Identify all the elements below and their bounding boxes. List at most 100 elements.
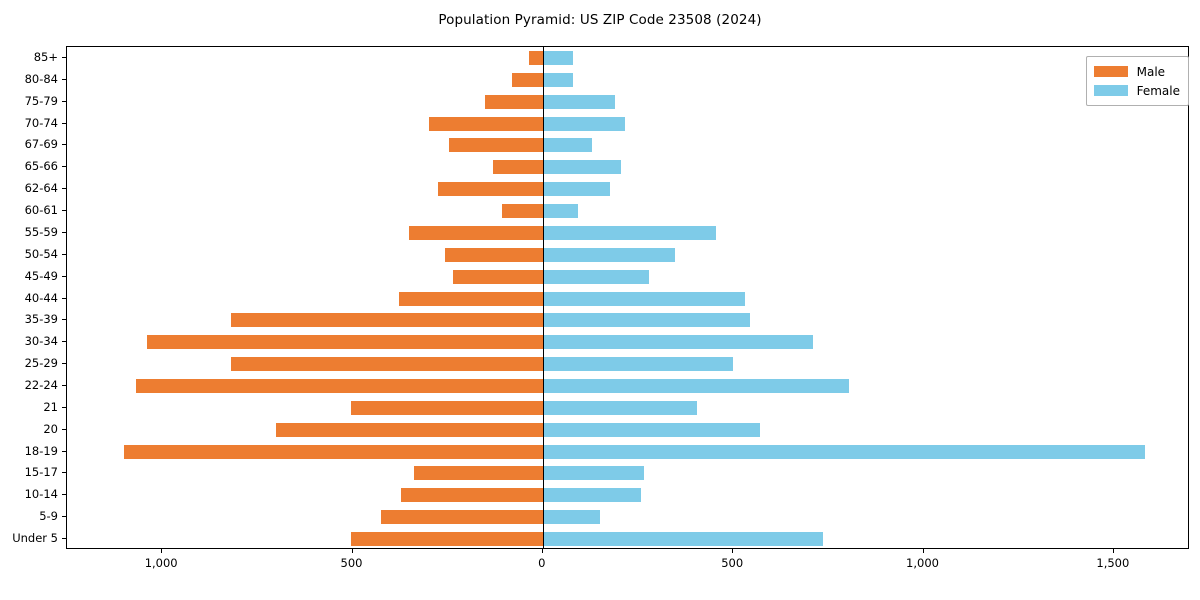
y-axis-tick-mark	[62, 516, 66, 518]
bar-male[interactable]	[512, 72, 543, 87]
bar-female[interactable]	[542, 160, 621, 175]
bar-row	[67, 400, 1188, 415]
y-axis-tick-mark	[62, 253, 66, 255]
y-axis-tick-label: 60-61	[24, 203, 58, 218]
y-axis-tick-label: 62-64	[24, 181, 58, 196]
x-axis-tick-mark	[1112, 549, 1114, 553]
bar-female[interactable]	[542, 313, 751, 328]
bar-female[interactable]	[542, 269, 650, 284]
y-axis-tick-label: 85+	[33, 49, 58, 64]
bar-female[interactable]	[542, 335, 814, 350]
y-axis-tick-label: 20	[43, 421, 58, 436]
bar-male[interactable]	[230, 313, 543, 328]
bar-male[interactable]	[437, 182, 543, 197]
y-axis-tick-mark	[62, 166, 66, 168]
bar-male[interactable]	[444, 247, 543, 262]
x-axis-tick-label: 1,000	[906, 556, 939, 570]
bar-male[interactable]	[398, 291, 543, 306]
bar-female[interactable]	[542, 116, 625, 131]
bar-row	[67, 488, 1188, 503]
bar-female[interactable]	[542, 466, 644, 481]
y-axis-tick-label: 10-14	[24, 487, 58, 502]
y-axis-tick-mark	[62, 188, 66, 190]
bar-male[interactable]	[428, 116, 543, 131]
bar-male[interactable]	[528, 50, 543, 65]
bar-row	[67, 204, 1188, 219]
y-axis-tick-label: 18-19	[24, 443, 58, 458]
bar-male[interactable]	[414, 466, 543, 481]
bar-row	[67, 94, 1188, 109]
bar-male[interactable]	[124, 444, 543, 459]
x-axis-tick-label: 1,500	[1096, 556, 1130, 570]
y-axis-tick-label: 65-66	[24, 159, 58, 174]
y-axis-tick-mark	[62, 231, 66, 233]
bar-row	[67, 182, 1188, 197]
y-axis-tick-mark	[62, 275, 66, 277]
bar-female[interactable]	[542, 357, 734, 372]
y-axis-tick-mark	[62, 56, 66, 58]
bar-female[interactable]	[542, 247, 676, 262]
bar-row	[67, 160, 1188, 175]
bar-female[interactable]	[542, 94, 616, 109]
bar-male[interactable]	[484, 94, 543, 109]
bar-male[interactable]	[381, 510, 543, 525]
x-axis-tick-label: 500	[340, 556, 363, 570]
legend-swatch-icon	[1093, 66, 1128, 77]
bar-female[interactable]	[542, 138, 592, 153]
bar-female[interactable]	[542, 400, 698, 415]
bar-row	[67, 269, 1188, 284]
y-axis-tick-mark	[62, 210, 66, 212]
bar-male[interactable]	[492, 160, 543, 175]
bar-male[interactable]	[452, 269, 543, 284]
bar-male[interactable]	[350, 532, 543, 547]
y-axis-tick-mark	[62, 100, 66, 102]
bar-male[interactable]	[501, 204, 543, 219]
bar-female[interactable]	[542, 291, 745, 306]
bar-male[interactable]	[408, 225, 543, 240]
bar-male[interactable]	[448, 138, 543, 153]
y-axis-tick-label: 55-59	[24, 224, 58, 239]
legend-swatch-icon	[1093, 85, 1128, 96]
y-axis-tick-label: 25-29	[24, 356, 58, 371]
y-axis-tick-mark	[62, 428, 66, 430]
page-title: Population Pyramid: US ZIP Code 23508 (2…	[438, 12, 762, 28]
bar-female[interactable]	[542, 444, 1145, 459]
bar-row	[67, 510, 1188, 525]
bar-male[interactable]	[276, 422, 543, 437]
bar-female[interactable]	[542, 50, 573, 65]
y-axis-tick-label: 67-69	[24, 137, 58, 152]
bar-female[interactable]	[542, 378, 850, 393]
x-axis-tick-mark	[351, 549, 353, 553]
bar-female[interactable]	[542, 488, 642, 503]
bar-female[interactable]	[542, 422, 760, 437]
bar-row	[67, 532, 1188, 547]
bar-female[interactable]	[542, 532, 823, 547]
legend-entry[interactable]: Female	[1093, 81, 1180, 100]
bar-male[interactable]	[401, 488, 543, 503]
bar-female[interactable]	[542, 72, 573, 87]
y-axis-tick-mark	[62, 472, 66, 474]
bar-row	[67, 313, 1188, 328]
y-axis-tick-label: 30-34	[24, 334, 58, 349]
chart-legend: Male Female	[1085, 56, 1189, 106]
legend-entry[interactable]: Male	[1093, 62, 1180, 81]
y-axis-tick-mark	[62, 144, 66, 146]
bar-row	[67, 466, 1188, 481]
y-axis-tick-mark	[62, 319, 66, 321]
bar-female[interactable]	[542, 204, 578, 219]
bar-female[interactable]	[542, 225, 717, 240]
bar-male[interactable]	[350, 400, 543, 415]
bar-female[interactable]	[542, 182, 610, 197]
y-axis-tick-mark	[62, 341, 66, 343]
y-axis-tick-mark	[62, 363, 66, 365]
y-axis-tick-label: 70-74	[24, 115, 58, 130]
y-axis-tick-mark	[62, 78, 66, 80]
bar-female[interactable]	[542, 510, 600, 525]
bar-row	[67, 444, 1188, 459]
bar-male[interactable]	[135, 378, 543, 393]
bar-male[interactable]	[230, 357, 543, 372]
y-axis-tick-label: 40-44	[24, 290, 58, 305]
bar-row	[67, 357, 1188, 372]
y-axis-tick-label: 21	[43, 399, 58, 414]
bar-male[interactable]	[146, 335, 543, 350]
